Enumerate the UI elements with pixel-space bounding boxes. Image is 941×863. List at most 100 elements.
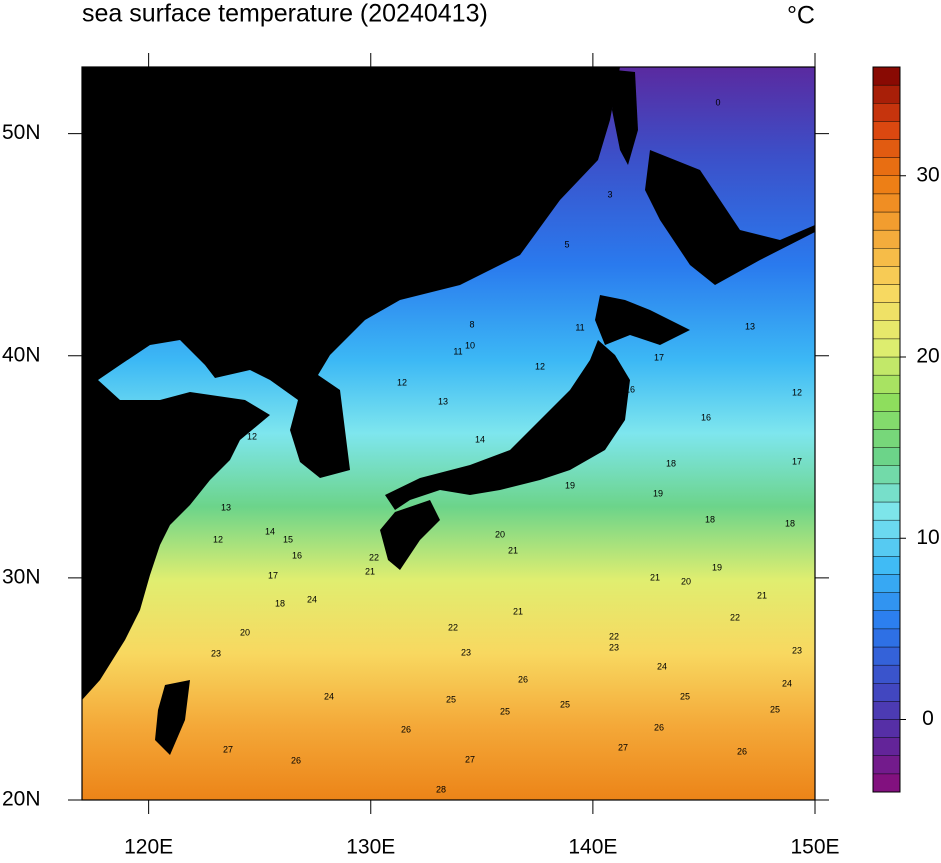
colorbar-box — [872, 610, 901, 630]
contour-label: 16 — [701, 412, 711, 422]
contour-label: 13 — [221, 502, 231, 512]
contour-label: 14 — [475, 434, 485, 444]
contour-label: 27 — [465, 754, 475, 764]
units: °C — [787, 2, 815, 30]
colorbar-box — [872, 248, 901, 267]
colorbar-box — [872, 411, 901, 430]
colorbar-box — [872, 429, 901, 448]
contour-label: 26 — [737, 746, 747, 756]
contour-label: 24 — [657, 661, 667, 671]
contour-label: 14 — [265, 526, 275, 536]
land — [595, 295, 690, 345]
contour-label: 22 — [730, 612, 740, 622]
contour-label: 11 — [453, 346, 462, 356]
contour-label: 12 — [247, 431, 257, 441]
contour-label: 24 — [782, 678, 792, 688]
land — [612, 70, 638, 165]
contour-label: 10 — [465, 340, 475, 350]
colorbar-box — [872, 465, 901, 485]
colorbar-box — [872, 501, 901, 521]
contour-label: 27 — [618, 742, 628, 752]
contour-label: 19 — [565, 480, 575, 490]
colorbar-tick-label: 0 — [922, 707, 934, 730]
colorbar-box — [872, 628, 901, 648]
contour-label: 22 — [448, 622, 458, 632]
x-tick-label: 120E — [124, 836, 173, 858]
land — [155, 680, 190, 755]
contour-label: 20 — [495, 529, 505, 539]
title: sea surface temperature (20240413) — [82, 0, 488, 28]
x-tick-label: 140E — [568, 836, 617, 858]
colorbar-box — [872, 121, 901, 140]
colorbar-box — [872, 66, 901, 86]
contour-label: 26 — [401, 724, 411, 734]
map-frame — [81, 66, 816, 801]
contour-label: 12 — [397, 377, 407, 387]
colorbar-box — [872, 356, 901, 376]
contour-label: 23 — [792, 645, 802, 655]
colorbar-box — [872, 338, 901, 358]
contour-label: 18 — [666, 458, 676, 468]
colorbar-tick-label: 30 — [916, 163, 939, 186]
x-tick-label: 150E — [790, 836, 839, 858]
colorbar-box — [872, 103, 901, 122]
colorbar-box — [872, 664, 901, 684]
colorbar-box — [872, 211, 901, 231]
colorbar-box — [872, 193, 901, 213]
contour-label: 20 — [240, 627, 250, 637]
contour-label: 21 — [513, 606, 523, 616]
colorbar-box — [872, 773, 901, 793]
contour-label: 26 — [291, 755, 301, 765]
contour-label: 8 — [469, 319, 474, 329]
contour-label: 15 — [283, 534, 293, 544]
contour-label: 11 — [575, 322, 584, 332]
contour-label: 23 — [609, 642, 619, 652]
contour-label: 23 — [211, 648, 221, 658]
colorbar-box — [872, 302, 901, 321]
contour-label: 16 — [625, 384, 635, 394]
contour-label: 12 — [535, 361, 545, 371]
colorbar-box — [872, 157, 901, 176]
colorbar-box — [872, 139, 901, 158]
contour-label: 19 — [653, 488, 663, 498]
contour-label: 20 — [681, 576, 691, 586]
colorbar-box — [872, 556, 901, 575]
y-tick-label: 40N — [2, 343, 41, 366]
contour-label: 25 — [500, 706, 510, 716]
map — [82, 67, 815, 800]
contour-label: 17 — [654, 352, 664, 362]
contour-label: 13 — [438, 396, 448, 406]
colorbar-box — [872, 393, 901, 412]
contour-label: 18 — [275, 598, 285, 608]
colorbar-box — [872, 175, 901, 195]
y-tick-label: 20N — [2, 788, 41, 811]
contour-label: 21 — [508, 545, 518, 555]
colorbar-box — [872, 574, 901, 593]
contour-label: 12 — [792, 387, 802, 397]
contour-label: 1 — [713, 196, 718, 206]
colorbar-tick-label: 10 — [916, 526, 939, 549]
contour-label: 17 — [792, 456, 802, 466]
colorbar-box — [872, 229, 901, 249]
contour-label: 12 — [213, 534, 223, 544]
colorbar-box — [872, 320, 901, 340]
land — [645, 150, 815, 285]
contour-label: 24 — [324, 691, 334, 701]
contour-label: 21 — [365, 566, 375, 576]
contour-label: 24 — [307, 594, 317, 604]
colorbar-box — [872, 519, 901, 539]
colorbar-tick-label: 20 — [916, 345, 939, 368]
colorbar-box — [872, 683, 901, 702]
contour-label: 11 — [239, 417, 248, 427]
contour-label: 16 — [292, 550, 302, 560]
contour-label: 21 — [650, 572, 660, 582]
contour-label: 22 — [609, 631, 619, 641]
contour-label: 17 — [268, 570, 278, 580]
contour-label: 23 — [461, 647, 471, 657]
colorbar-frame — [872, 66, 901, 793]
colorbar-box — [872, 719, 901, 738]
contour-label: 5 — [564, 239, 569, 249]
contour-label: 18 — [705, 514, 715, 524]
land — [385, 340, 630, 510]
